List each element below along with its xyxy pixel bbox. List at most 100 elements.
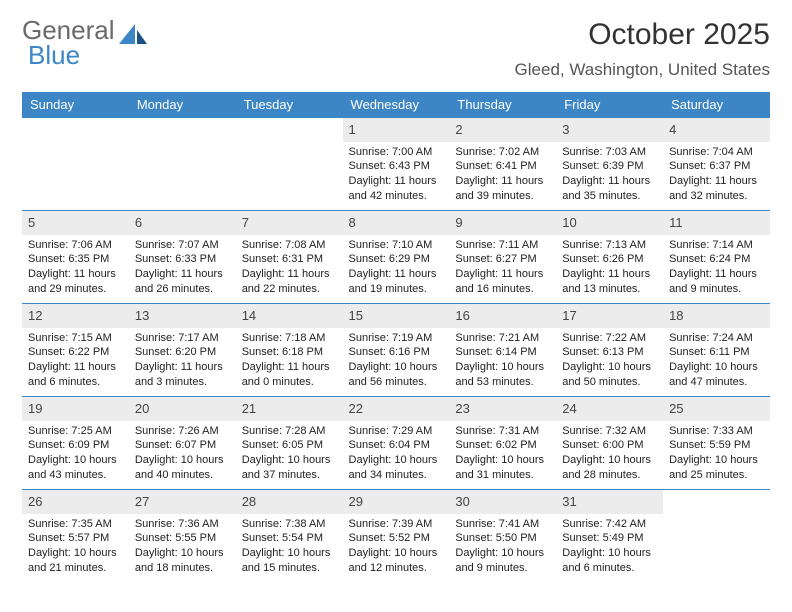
- sun-sunset: Sunset: 6:22 PM: [28, 345, 123, 360]
- weekday-header: Tuesday: [236, 92, 343, 118]
- sun-daylight2: and 3 minutes.: [135, 375, 230, 390]
- sun-daylight2: and 15 minutes.: [242, 561, 337, 576]
- sun-sunrise: Sunrise: 7:17 AM: [135, 331, 230, 346]
- sun-sunset: Sunset: 5:49 PM: [562, 531, 657, 546]
- sun-daylight2: and 35 minutes.: [562, 189, 657, 204]
- calendar-day-cell: [663, 490, 770, 583]
- sun-daylight1: Daylight: 10 hours: [349, 360, 444, 375]
- day-number: 23: [449, 397, 556, 421]
- day-number: 19: [22, 397, 129, 421]
- sun-daylight1: Daylight: 10 hours: [455, 453, 550, 468]
- sun-daylight2: and 9 minutes.: [669, 282, 764, 297]
- sun-sunrise: Sunrise: 7:22 AM: [562, 331, 657, 346]
- sun-sunrise: Sunrise: 7:18 AM: [242, 331, 337, 346]
- calendar-day-cell: 13Sunrise: 7:17 AMSunset: 6:20 PMDayligh…: [129, 304, 236, 397]
- sun-daylight2: and 16 minutes.: [455, 282, 550, 297]
- calendar-day-cell: 2Sunrise: 7:02 AMSunset: 6:41 PMDaylight…: [449, 118, 556, 211]
- calendar-day-cell: 25Sunrise: 7:33 AMSunset: 5:59 PMDayligh…: [663, 397, 770, 490]
- calendar-day-cell: 9Sunrise: 7:11 AMSunset: 6:27 PMDaylight…: [449, 211, 556, 304]
- brand-line2: Blue: [22, 43, 115, 68]
- calendar-day-cell: 6Sunrise: 7:07 AMSunset: 6:33 PMDaylight…: [129, 211, 236, 304]
- sun-daylight2: and 25 minutes.: [669, 468, 764, 483]
- calendar-day-cell: 15Sunrise: 7:19 AMSunset: 6:16 PMDayligh…: [343, 304, 450, 397]
- sun-sunrise: Sunrise: 7:32 AM: [562, 424, 657, 439]
- sun-sunrise: Sunrise: 7:24 AM: [669, 331, 764, 346]
- calendar-day-cell: 23Sunrise: 7:31 AMSunset: 6:02 PMDayligh…: [449, 397, 556, 490]
- sun-sunset: Sunset: 5:54 PM: [242, 531, 337, 546]
- sun-daylight1: Daylight: 10 hours: [455, 546, 550, 561]
- sun-daylight1: Daylight: 11 hours: [28, 267, 123, 282]
- sun-daylight2: and 47 minutes.: [669, 375, 764, 390]
- calendar-day-cell: 21Sunrise: 7:28 AMSunset: 6:05 PMDayligh…: [236, 397, 343, 490]
- day-number: 1: [343, 118, 450, 142]
- calendar-day-cell: 4Sunrise: 7:04 AMSunset: 6:37 PMDaylight…: [663, 118, 770, 211]
- day-number: 26: [22, 490, 129, 514]
- sun-sunset: Sunset: 6:27 PM: [455, 252, 550, 267]
- day-number: [236, 118, 343, 124]
- sun-sunrise: Sunrise: 7:07 AM: [135, 238, 230, 253]
- sun-sunrise: Sunrise: 7:42 AM: [562, 517, 657, 532]
- sun-daylight1: Daylight: 11 hours: [135, 360, 230, 375]
- sun-daylight1: Daylight: 10 hours: [349, 546, 444, 561]
- day-number: 12: [22, 304, 129, 328]
- sun-daylight1: Daylight: 10 hours: [242, 453, 337, 468]
- day-number: 30: [449, 490, 556, 514]
- calendar-day-cell: 7Sunrise: 7:08 AMSunset: 6:31 PMDaylight…: [236, 211, 343, 304]
- day-number: [22, 118, 129, 124]
- calendar-week-row: 12Sunrise: 7:15 AMSunset: 6:22 PMDayligh…: [22, 304, 770, 397]
- sun-sunset: Sunset: 6:20 PM: [135, 345, 230, 360]
- day-number: 21: [236, 397, 343, 421]
- day-number: 2: [449, 118, 556, 142]
- sun-daylight1: Daylight: 11 hours: [562, 174, 657, 189]
- sun-daylight1: Daylight: 11 hours: [349, 267, 444, 282]
- sun-sunset: Sunset: 6:04 PM: [349, 438, 444, 453]
- weekday-header: Friday: [556, 92, 663, 118]
- sun-daylight2: and 39 minutes.: [455, 189, 550, 204]
- sun-daylight1: Daylight: 11 hours: [562, 267, 657, 282]
- month-title: October 2025: [515, 18, 770, 52]
- calendar-day-cell: [236, 118, 343, 211]
- sun-sunrise: Sunrise: 7:10 AM: [349, 238, 444, 253]
- sun-daylight2: and 18 minutes.: [135, 561, 230, 576]
- sun-daylight1: Daylight: 10 hours: [669, 360, 764, 375]
- sun-sunrise: Sunrise: 7:35 AM: [28, 517, 123, 532]
- sun-daylight2: and 34 minutes.: [349, 468, 444, 483]
- calendar-day-cell: 5Sunrise: 7:06 AMSunset: 6:35 PMDaylight…: [22, 211, 129, 304]
- sun-daylight2: and 12 minutes.: [349, 561, 444, 576]
- sun-sunset: Sunset: 5:50 PM: [455, 531, 550, 546]
- sun-sunrise: Sunrise: 7:19 AM: [349, 331, 444, 346]
- sun-daylight1: Daylight: 11 hours: [669, 174, 764, 189]
- sun-sunrise: Sunrise: 7:06 AM: [28, 238, 123, 253]
- calendar-day-cell: 19Sunrise: 7:25 AMSunset: 6:09 PMDayligh…: [22, 397, 129, 490]
- day-number: 14: [236, 304, 343, 328]
- sun-daylight1: Daylight: 11 hours: [28, 360, 123, 375]
- day-number: 27: [129, 490, 236, 514]
- sun-sunrise: Sunrise: 7:13 AM: [562, 238, 657, 253]
- day-number: 3: [556, 118, 663, 142]
- calendar-week-row: 1Sunrise: 7:00 AMSunset: 6:43 PMDaylight…: [22, 118, 770, 211]
- sun-daylight1: Daylight: 11 hours: [242, 267, 337, 282]
- sun-sunrise: Sunrise: 7:04 AM: [669, 145, 764, 160]
- sun-daylight2: and 56 minutes.: [349, 375, 444, 390]
- sun-sunset: Sunset: 6:24 PM: [669, 252, 764, 267]
- sun-sunset: Sunset: 5:59 PM: [669, 438, 764, 453]
- sun-daylight2: and 26 minutes.: [135, 282, 230, 297]
- calendar-day-cell: 24Sunrise: 7:32 AMSunset: 6:00 PMDayligh…: [556, 397, 663, 490]
- day-number: 11: [663, 211, 770, 235]
- sun-daylight1: Daylight: 11 hours: [135, 267, 230, 282]
- day-number: 28: [236, 490, 343, 514]
- sun-daylight2: and 0 minutes.: [242, 375, 337, 390]
- sun-daylight1: Daylight: 10 hours: [562, 360, 657, 375]
- sun-sunset: Sunset: 5:52 PM: [349, 531, 444, 546]
- day-number: 20: [129, 397, 236, 421]
- day-number: 18: [663, 304, 770, 328]
- calendar-day-cell: 12Sunrise: 7:15 AMSunset: 6:22 PMDayligh…: [22, 304, 129, 397]
- header: General Blue October 2025 Gleed, Washing…: [22, 18, 770, 80]
- calendar-day-cell: 14Sunrise: 7:18 AMSunset: 6:18 PMDayligh…: [236, 304, 343, 397]
- day-number: [129, 118, 236, 124]
- day-number: 5: [22, 211, 129, 235]
- calendar-day-cell: 1Sunrise: 7:00 AMSunset: 6:43 PMDaylight…: [343, 118, 450, 211]
- sun-daylight1: Daylight: 10 hours: [669, 453, 764, 468]
- sail-icon: [119, 24, 149, 53]
- brand-text: General Blue: [22, 18, 115, 67]
